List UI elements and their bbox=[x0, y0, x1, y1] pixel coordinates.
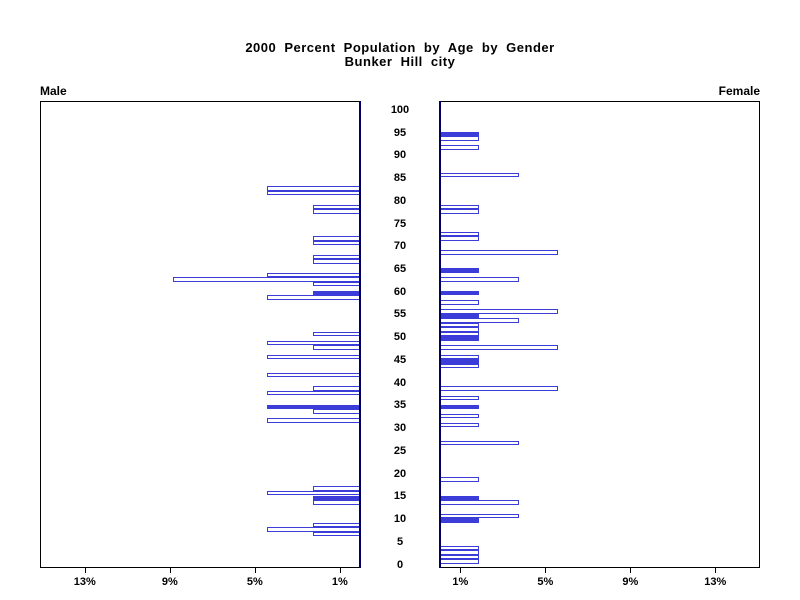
female-bar-age-35 bbox=[440, 404, 480, 410]
age-axis-label-35: 35 bbox=[393, 399, 407, 412]
female-bar-age-94 bbox=[440, 136, 480, 141]
chart-title: 2000 Percent Population by Age by Gender… bbox=[0, 41, 800, 69]
age-axis-label-60: 60 bbox=[393, 285, 407, 298]
age-axis-label-100: 100 bbox=[390, 103, 410, 116]
female-bar-age-19 bbox=[440, 477, 480, 482]
age-axis-label-80: 80 bbox=[393, 194, 407, 207]
female-bar-age-37 bbox=[440, 395, 480, 401]
age-axis-label-30: 30 bbox=[393, 422, 407, 435]
male-bar-age-59 bbox=[266, 295, 360, 300]
male-bar-age-46 bbox=[266, 354, 360, 360]
male-bar-age-62 bbox=[313, 281, 360, 287]
chart-title-line2: Bunker Hill city bbox=[344, 54, 456, 69]
male-pct-tick-label-9: 9% bbox=[161, 576, 178, 588]
age-axis-label-45: 45 bbox=[393, 353, 407, 366]
female-bar-age-65 bbox=[440, 268, 480, 273]
age-axis-label-25: 25 bbox=[393, 444, 407, 457]
male-bar-age-48 bbox=[313, 345, 360, 350]
male-bar-age-34 bbox=[313, 409, 360, 414]
male-pct-tick-5 bbox=[254, 568, 256, 573]
female-bar-age-86 bbox=[440, 172, 519, 178]
male-bar-age-51 bbox=[313, 331, 360, 337]
female-bar-age-48 bbox=[440, 345, 558, 350]
female-pct-tick-label-1: 1% bbox=[452, 576, 469, 588]
male-pct-tick-label-13: 13% bbox=[73, 576, 96, 588]
female-bar-age-50 bbox=[440, 336, 480, 341]
female-pct-tick-1 bbox=[460, 568, 462, 573]
age-axis-label-90: 90 bbox=[393, 149, 407, 162]
male-bar-age-14 bbox=[313, 500, 360, 505]
female-bar-age-78 bbox=[440, 209, 480, 214]
female-bar-age-44 bbox=[440, 363, 480, 369]
female-pct-tick-13 bbox=[715, 568, 717, 573]
male-bar-age-82 bbox=[266, 190, 360, 196]
female-side-label: Female bbox=[718, 84, 760, 98]
female-pct-tick-9 bbox=[630, 568, 632, 573]
male-pct-tick-9 bbox=[169, 568, 171, 573]
female-bar-age-27 bbox=[440, 440, 519, 446]
age-axis-label-20: 20 bbox=[393, 467, 407, 480]
age-axis-label-10: 10 bbox=[393, 513, 407, 525]
male-zero-axis-line bbox=[359, 101, 361, 568]
female-zero-axis-line bbox=[439, 101, 441, 568]
male-pct-tick-label-5: 5% bbox=[246, 576, 263, 588]
male-panel bbox=[40, 101, 361, 568]
chart-title-line1: 2000 Percent Population by Age by Gender bbox=[245, 40, 555, 55]
female-bar-age-14 bbox=[440, 500, 519, 505]
male-bar-age-38 bbox=[266, 390, 360, 396]
age-axis-label-70: 70 bbox=[393, 240, 407, 253]
female-bar-age-72 bbox=[440, 236, 480, 241]
female-bar-age-1 bbox=[440, 559, 480, 564]
male-pct-tick-1 bbox=[339, 568, 341, 573]
male-pct-tick-label-1: 1% bbox=[331, 576, 348, 588]
age-axis-label-85: 85 bbox=[393, 172, 407, 184]
age-axis-label-15: 15 bbox=[393, 490, 407, 503]
male-side-label: Male bbox=[40, 84, 67, 98]
age-axis-label-95: 95 bbox=[393, 126, 407, 139]
age-axis-label-55: 55 bbox=[393, 308, 407, 321]
female-bar-age-33 bbox=[440, 413, 480, 419]
male-bar-age-7 bbox=[313, 531, 360, 537]
male-bar-age-78 bbox=[313, 209, 360, 214]
female-pct-tick-label-5: 5% bbox=[537, 576, 554, 588]
female-bar-age-58 bbox=[440, 300, 480, 305]
age-axis-label-5: 5 bbox=[396, 535, 404, 548]
male-bar-age-32 bbox=[266, 418, 360, 423]
female-pct-tick-5 bbox=[545, 568, 547, 573]
female-bar-age-69 bbox=[440, 250, 558, 255]
age-axis-label-50: 50 bbox=[393, 331, 407, 344]
male-bar-age-71 bbox=[313, 240, 360, 246]
age-axis-label-75: 75 bbox=[393, 217, 407, 230]
male-bar-age-67 bbox=[313, 259, 360, 264]
female-pct-tick-label-9: 9% bbox=[622, 576, 639, 588]
male-bar-age-42 bbox=[266, 372, 360, 378]
female-bar-age-63 bbox=[440, 277, 519, 282]
female-panel bbox=[439, 101, 760, 568]
age-axis-label-0: 0 bbox=[396, 558, 404, 571]
female-bar-age-60 bbox=[440, 290, 480, 296]
female-bar-age-10 bbox=[440, 518, 480, 523]
female-bar-age-31 bbox=[440, 422, 480, 428]
female-pct-tick-label-13: 13% bbox=[704, 576, 727, 588]
female-bar-age-92 bbox=[440, 145, 480, 150]
age-axis-label-65: 65 bbox=[393, 262, 407, 275]
female-bar-age-39 bbox=[440, 386, 558, 391]
male-pct-tick-13 bbox=[84, 568, 86, 573]
age-axis-label-40: 40 bbox=[393, 376, 407, 389]
